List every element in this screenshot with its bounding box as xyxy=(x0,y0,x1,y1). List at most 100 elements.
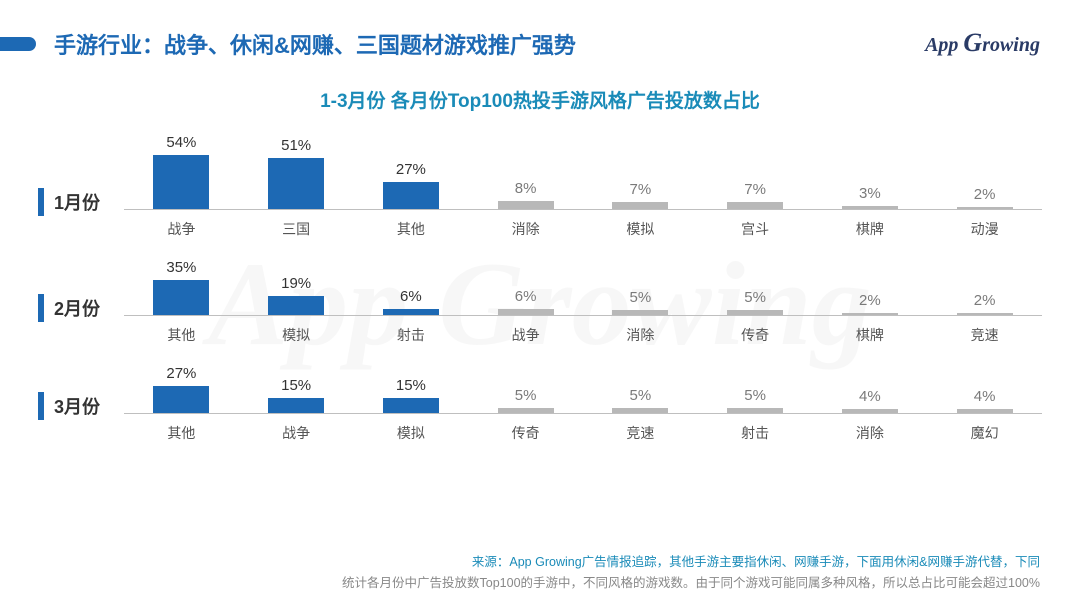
bar-value-label: 27% xyxy=(396,161,426,178)
bar-value-label: 5% xyxy=(744,387,766,404)
bar-value-label: 4% xyxy=(859,388,881,405)
bar-value-label: 2% xyxy=(974,292,996,309)
bar-cell: 27%其他 xyxy=(124,365,239,413)
bar-cell: 15%模拟 xyxy=(354,377,469,413)
bar-value-label: 19% xyxy=(281,275,311,292)
bar-value-label: 35% xyxy=(166,259,196,276)
bar-cell: 6%射击 xyxy=(354,288,469,315)
bar-category-label: 宫斗 xyxy=(741,219,769,239)
bar-value-label: 2% xyxy=(974,186,996,203)
bar-value-label: 15% xyxy=(396,377,426,394)
bar-value-label: 3% xyxy=(859,185,881,202)
bar-cell: 19%模拟 xyxy=(239,275,354,315)
row-label-wrap: 1月份 xyxy=(38,188,124,244)
bar-cell: 2%竞速 xyxy=(927,292,1042,315)
header-accent xyxy=(0,37,36,51)
bar-cell: 35%其他 xyxy=(124,259,239,315)
bar-rect xyxy=(957,409,1013,413)
bar-cell: 3%棋牌 xyxy=(813,185,928,209)
bar-category-label: 其他 xyxy=(167,423,195,443)
row-label: 2月份 xyxy=(54,295,100,321)
bar-cell: 51%三国 xyxy=(239,137,354,209)
bar-category-label: 战争 xyxy=(282,423,310,443)
bar-value-label: 51% xyxy=(281,137,311,154)
bar-rect xyxy=(153,155,209,209)
bar-category-label: 其他 xyxy=(167,325,195,345)
bar-rect xyxy=(612,408,668,413)
bar-category-label: 模拟 xyxy=(282,325,310,345)
bar-rect xyxy=(727,202,783,209)
bar-rect xyxy=(268,158,324,209)
bar-value-label: 8% xyxy=(515,180,537,197)
bar-cell: 27%其他 xyxy=(354,161,469,209)
row-accent xyxy=(38,294,44,322)
bar-category-label: 射击 xyxy=(397,325,425,345)
row-accent xyxy=(38,392,44,420)
row-accent xyxy=(38,188,44,216)
bar-cell: 15%战争 xyxy=(239,377,354,413)
bar-value-label: 5% xyxy=(630,289,652,306)
bar-value-label: 15% xyxy=(281,377,311,394)
bar-category-label: 模拟 xyxy=(626,219,654,239)
charts-container: 1月份54%战争51%三国27%其他8%消除7%模拟7%宫斗3%棋牌2%动漫2月… xyxy=(0,113,1080,448)
bar-rect xyxy=(498,408,554,413)
bar-category-label: 模拟 xyxy=(397,423,425,443)
bar-rect xyxy=(727,408,783,413)
bar-value-label: 6% xyxy=(400,288,422,305)
bars-area: 54%战争51%三国27%其他8%消除7%模拟7%宫斗3%棋牌2%动漫 xyxy=(124,131,1042,210)
row-label-wrap: 3月份 xyxy=(38,392,124,448)
bar-cell: 54%战争 xyxy=(124,134,239,209)
chart-row: 2月份35%其他19%模拟6%射击6%战争5%消除5%传奇2%棋牌2%竞速 xyxy=(38,256,1042,350)
bar-rect xyxy=(268,296,324,315)
bar-rect xyxy=(498,309,554,315)
logo-suffix: rowing xyxy=(982,34,1040,56)
bar-cell: 4%魔幻 xyxy=(927,388,1042,413)
bar-rect xyxy=(612,310,668,315)
bar-category-label: 战争 xyxy=(512,325,540,345)
bar-value-label: 5% xyxy=(630,387,652,404)
bar-cell: 6%战争 xyxy=(468,288,583,315)
bar-rect xyxy=(842,313,898,315)
bar-rect xyxy=(383,309,439,315)
logo-prefix: App xyxy=(925,34,963,56)
bar-rect xyxy=(268,398,324,413)
bar-cell: 2%棋牌 xyxy=(813,292,928,315)
footnotes: 来源：App Growing广告情报追踪，其他手游主要指休闲、网赚手游，下面用休… xyxy=(342,552,1040,595)
bar-value-label: 7% xyxy=(744,181,766,198)
bar-cell: 5%消除 xyxy=(583,289,698,315)
bar-value-label: 54% xyxy=(166,134,196,151)
footnote-source: 来源：App Growing广告情报追踪，其他手游主要指休闲、网赚手游，下面用休… xyxy=(342,552,1040,573)
bar-cell: 2%动漫 xyxy=(927,186,1042,209)
bar-rect xyxy=(498,201,554,209)
bar-rect xyxy=(957,207,1013,209)
bar-category-label: 竞速 xyxy=(626,423,654,443)
footnote-method: 统计各月份中广告投放数Top100的手游中，不同风格的游戏数。由于同个游戏可能同… xyxy=(342,573,1040,594)
bar-rect xyxy=(153,280,209,315)
bar-rect xyxy=(842,409,898,413)
bar-category-label: 竞速 xyxy=(971,325,999,345)
bar-value-label: 5% xyxy=(515,387,537,404)
row-label-wrap: 2月份 xyxy=(38,294,124,350)
bar-category-label: 消除 xyxy=(626,325,654,345)
bar-value-label: 6% xyxy=(515,288,537,305)
bars-area: 27%其他15%战争15%模拟5%传奇5%竞速5%射击4%消除4%魔幻 xyxy=(124,362,1042,414)
bar-category-label: 三国 xyxy=(282,219,310,239)
chart-title: 1-3月份 各月份Top100热投手游风格广告投放数占比 xyxy=(0,86,1080,113)
bar-cell: 5%射击 xyxy=(698,387,813,413)
bar-rect xyxy=(383,398,439,413)
bar-cell: 8%消除 xyxy=(468,180,583,209)
bar-category-label: 棋牌 xyxy=(856,325,884,345)
bar-cell: 7%模拟 xyxy=(583,181,698,209)
bar-rect xyxy=(383,182,439,209)
row-label: 1月份 xyxy=(54,189,100,215)
bar-category-label: 其他 xyxy=(397,219,425,239)
bar-category-label: 战争 xyxy=(167,219,195,239)
row-label: 3月份 xyxy=(54,393,100,419)
header: 手游行业：战争、休闲&网赚、三国题材游戏推广强势 xyxy=(0,0,1080,60)
bar-rect xyxy=(957,313,1013,315)
bar-category-label: 消除 xyxy=(512,219,540,239)
bar-category-label: 棋牌 xyxy=(856,219,884,239)
bar-rect xyxy=(727,310,783,315)
bar-category-label: 传奇 xyxy=(741,325,769,345)
bar-rect xyxy=(842,206,898,209)
